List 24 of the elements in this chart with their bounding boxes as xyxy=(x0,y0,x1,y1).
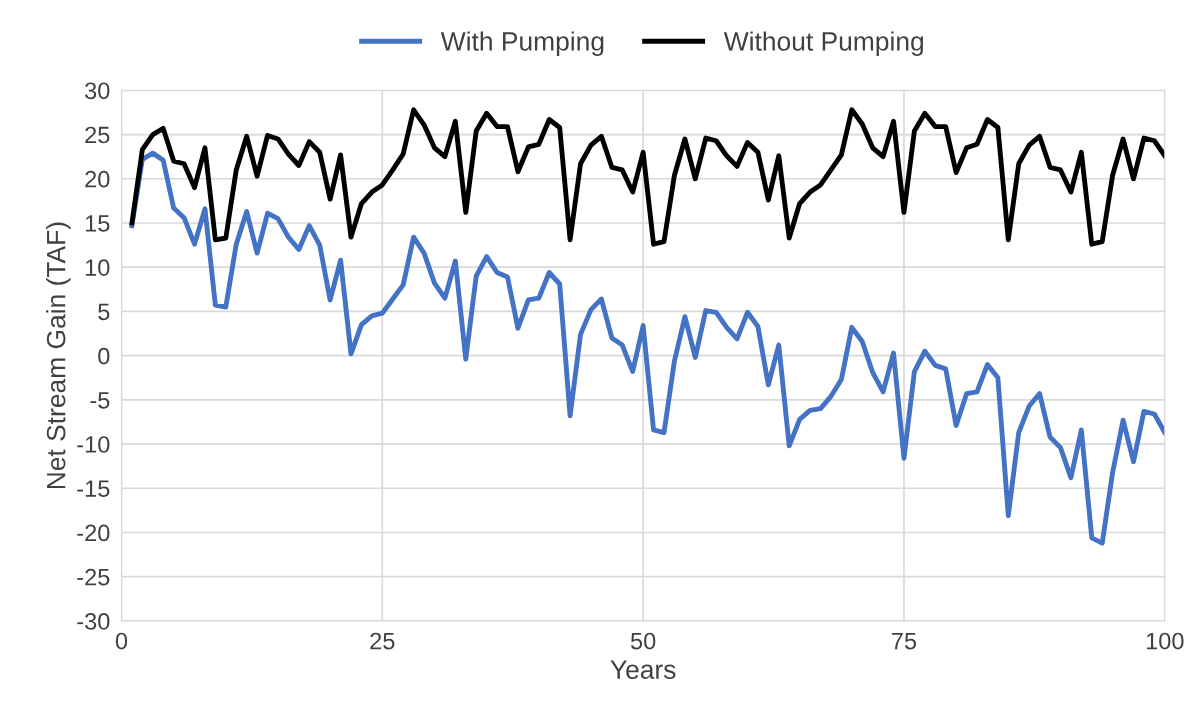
legend-label: With Pumping xyxy=(440,31,604,56)
y-tick-label: -20 xyxy=(77,524,110,542)
legend-label: Without Pumping xyxy=(723,31,923,56)
line-series xyxy=(129,107,1165,247)
y-tick-label: 15 xyxy=(85,215,110,232)
y-tick-label: 10 xyxy=(85,259,110,276)
x-tick-label: 0 xyxy=(115,632,128,650)
y-tick-label: 5 xyxy=(98,303,110,321)
y-tick-label: 30 xyxy=(85,82,110,100)
y-axis-title: Net Stream Gain (TAF) xyxy=(46,222,71,489)
y-tick-label: -5 xyxy=(90,392,110,409)
x-tick-label: 50 xyxy=(630,632,656,650)
y-tick-label: 20 xyxy=(85,170,110,188)
x-tick-label: 25 xyxy=(370,632,395,650)
y-tick-label: -25 xyxy=(77,568,110,586)
line-series xyxy=(129,150,1165,546)
x-axis-title: Years xyxy=(610,660,676,679)
x-tick-label: 100 xyxy=(1146,632,1184,650)
y-tick-label: 0 xyxy=(98,347,110,365)
y-tick-label: -10 xyxy=(77,436,110,453)
y-tick-label: -15 xyxy=(77,480,110,498)
y-tick-label: 25 xyxy=(85,126,110,144)
x-tick-label: 75 xyxy=(892,632,917,650)
y-tick-label: -30 xyxy=(77,612,110,630)
